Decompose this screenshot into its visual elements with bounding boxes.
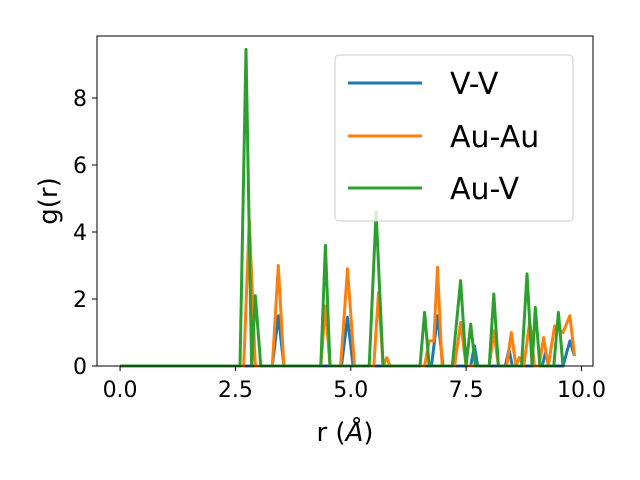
y-tick-label: 6 [73, 154, 87, 179]
legend-label-au-au: Au-Au [450, 120, 539, 155]
x-axis-label: r (Å) [316, 416, 373, 448]
x-tick-label: 10.0 [557, 378, 606, 403]
x-axis: 0.0 2.5 5.0 7.5 10.0 [103, 366, 606, 403]
legend: V-V Au-Au Au-V [334, 54, 574, 222]
x-tick-label: 0.0 [103, 378, 138, 403]
y-axis: 0 2 4 6 8 [73, 87, 97, 380]
x-tick-label: 7.5 [449, 378, 484, 403]
y-tick-label: 8 [73, 87, 87, 112]
legend-label-au-v: Au-V [450, 172, 520, 207]
y-axis-label: g(r) [34, 177, 64, 224]
legend-label-v-v: V-V [450, 67, 499, 102]
y-tick-label: 2 [73, 288, 87, 313]
axes-frame [96, 35, 594, 367]
x-tick-label: 2.5 [218, 378, 253, 403]
y-tick-label: 4 [73, 221, 87, 246]
x-tick-label: 5.0 [333, 378, 368, 403]
legend-box [334, 54, 574, 222]
y-tick-label: 0 [73, 355, 87, 380]
